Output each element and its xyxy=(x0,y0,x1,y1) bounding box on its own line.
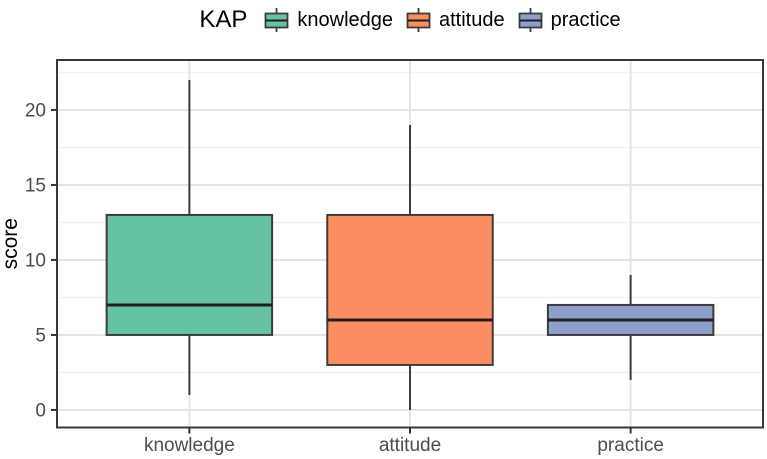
boxplot-key-knowledge-icon xyxy=(264,8,289,32)
legend-item-label: knowledge xyxy=(297,8,393,31)
x-category-label: attitude xyxy=(379,435,441,456)
legend-item-practice: practice xyxy=(518,6,621,34)
boxplot-key-practice-icon xyxy=(518,8,543,32)
legend-item-attitude: attitude xyxy=(406,6,505,34)
y-tick-label: 20 xyxy=(25,100,46,121)
y-tick-label: 0 xyxy=(35,400,46,421)
boxplot-key-attitude-icon xyxy=(406,8,431,32)
y-tick-label: 15 xyxy=(25,175,46,196)
y-tick-label: 5 xyxy=(35,325,46,346)
legend-item-knowledge: knowledge xyxy=(264,6,393,34)
legend-title: KAP xyxy=(199,6,248,33)
legend: KAP knowledge attitude practice xyxy=(57,3,763,37)
legend-item-label: practice xyxy=(550,8,621,31)
x-category-label: practice xyxy=(597,435,664,456)
x-category-label: knowledge xyxy=(144,435,235,456)
legend-item-label: attitude xyxy=(439,8,505,31)
y-axis-title: score xyxy=(0,218,22,269)
box-knowledge xyxy=(105,213,274,336)
y-tick-label: 10 xyxy=(25,250,46,271)
box-attitude xyxy=(326,213,494,366)
